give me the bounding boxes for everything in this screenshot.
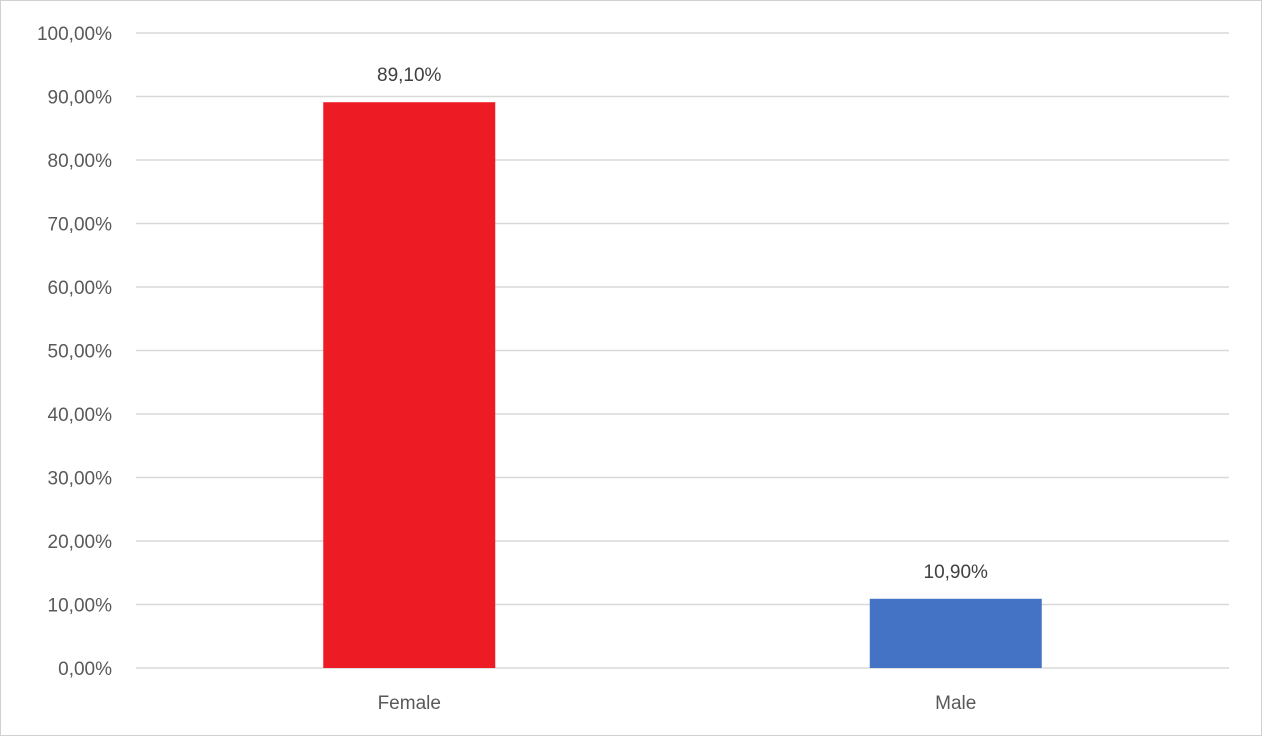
data-labels: 89,10% 10,90% [377,65,988,583]
gridlines [136,32,1229,669]
y-tick-label: 30,00% [48,469,113,490]
x-axis-categories: Female Male [378,693,977,714]
y-tick-label: 60,00% [48,278,113,299]
y-tick-label: 10,00% [48,596,113,617]
y-tick-label: 80,00% [48,151,113,172]
y-tick-label: 0,00% [58,659,112,680]
y-tick-label: 90,00% [48,88,113,109]
y-tick-label: 50,00% [48,342,113,363]
category-label-female: Female [378,693,441,714]
y-tick-label: 20,00% [48,532,113,553]
category-label-male: Male [935,693,976,714]
data-label-male: 10,90% [924,562,989,583]
bar-female [323,102,496,669]
y-tick-label: 70,00% [48,215,113,236]
bars [323,102,1042,669]
y-axis-ticks: 0,00% 10,00% 20,00% 30,00% 40,00% 50,00% 60,00… [37,24,112,680]
data-label-female: 89,10% [377,65,442,86]
y-tick-label: 100,00% [37,24,112,45]
bar-male [869,598,1042,668]
y-tick-label: 40,00% [48,405,113,426]
